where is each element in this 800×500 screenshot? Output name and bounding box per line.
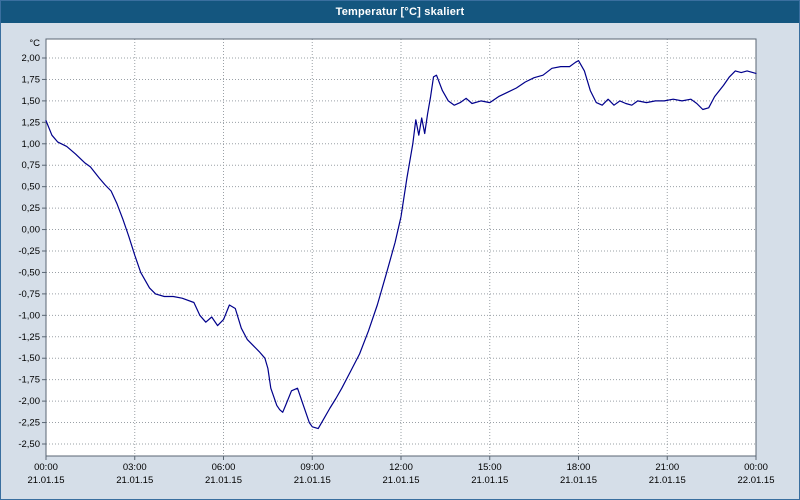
- x-tick-time-label: 09:00: [300, 462, 324, 473]
- temperature-line-chart: 2,00 1,75 1,50 1,25 1,00 0,75 0,50 0,25 0,00 -0,2…: [18, 38, 775, 486]
- x-tick-time-label: 00:00: [744, 462, 768, 473]
- plot-frame: [45, 38, 757, 457]
- y-tick-label: 1,25: [22, 117, 41, 128]
- x-tick-date-label: 21.01.15: [471, 475, 508, 486]
- y-tick-label: 1,50: [22, 96, 41, 107]
- y-tick-label: -1,00: [18, 310, 40, 321]
- y-tick-label: -1,25: [18, 332, 40, 343]
- y-tick-label: 1,00: [22, 139, 41, 150]
- y-tick-label: -2,00: [18, 396, 40, 407]
- x-tick-date-label: 21.01.15: [383, 475, 420, 486]
- x-tick-date-label: 21.01.15: [649, 475, 686, 486]
- y-tick-label: 0,50: [22, 182, 41, 193]
- x-tick-date-label: 21.01.15: [294, 475, 331, 486]
- x-tick-date-label: 22.01.15: [738, 475, 775, 486]
- temperature-series-line: [45, 59, 757, 430]
- y-tick-label: -1,50: [18, 353, 40, 364]
- y-axis-unit-label: °C: [29, 38, 40, 49]
- x-tick-date-label: 21.01.15: [560, 475, 597, 486]
- y-tick-label: -1,75: [18, 375, 40, 386]
- y-tick-label: -0,75: [18, 289, 40, 300]
- x-tick-time-label: 18:00: [567, 462, 591, 473]
- x-tick-time-label: 03:00: [123, 462, 147, 473]
- y-tick-label: 0,75: [22, 160, 41, 171]
- y-tick-label: -0,25: [18, 246, 40, 257]
- x-tick-time-label: 06:00: [212, 462, 236, 473]
- y-tick-labels: 2,00 1,75 1,50 1,25 1,00 0,75 0,50 0,25 0,00 -0,2…: [18, 53, 46, 450]
- x-tick-time-label: 00:00: [34, 462, 58, 473]
- x-tick-date-label: 21.01.15: [116, 475, 153, 486]
- chart-area: 2,00 1,75 1,50 1,25 1,00 0,75 0,50 0,25 0,00 -0,2…: [1, 23, 799, 499]
- x-tick-time-label: 12:00: [389, 462, 413, 473]
- y-tick-label: 0,00: [22, 225, 41, 236]
- x-tick-date-label: 21.01.15: [28, 475, 65, 486]
- y-tick-label: -0,50: [18, 267, 40, 278]
- x-tick-labels: 00:00 21.01.15 03:00 21.01.15 06:00 21.01.15 0…: [28, 456, 775, 486]
- chart-title: Temperatur [°C] skaliert: [1, 1, 799, 23]
- x-tick-date-label: 21.01.15: [205, 475, 242, 486]
- y-tick-label: 0,25: [22, 203, 41, 214]
- x-tick-time-label: 21:00: [655, 462, 679, 473]
- x-tick-time-label: 15:00: [478, 462, 502, 473]
- y-tick-label: 2,00: [22, 53, 41, 64]
- y-tick-label: -2,50: [18, 439, 40, 450]
- y-gridlines: [46, 57, 756, 445]
- y-tick-label: -2,25: [18, 418, 40, 429]
- y-tick-label: 1,75: [22, 74, 41, 85]
